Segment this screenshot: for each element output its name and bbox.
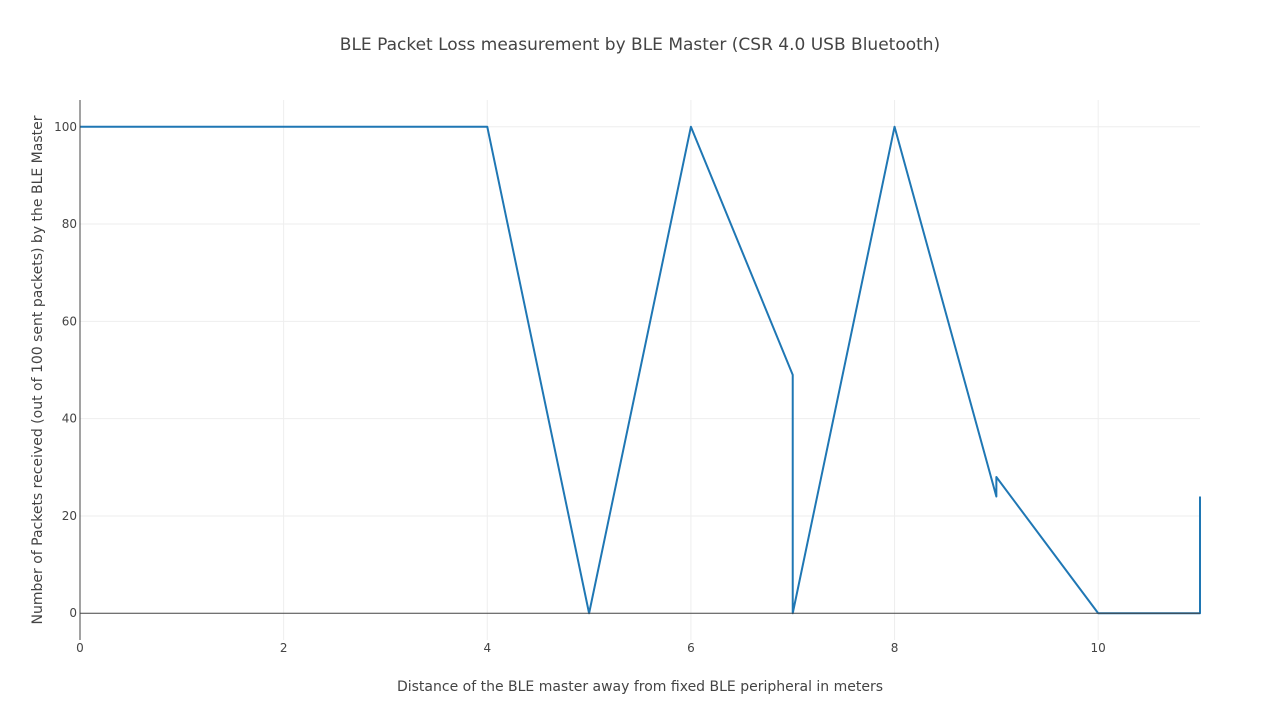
x-tick-label: 8 [891, 641, 899, 655]
x-tick-label: 4 [483, 641, 491, 655]
chart-title: BLE Packet Loss measurement by BLE Maste… [340, 35, 940, 55]
x-tick-label: 6 [687, 641, 695, 655]
y-tick-label: 40 [62, 412, 77, 426]
x-tick-label: 10 [1091, 641, 1106, 655]
series-layer [80, 125, 1201, 615]
y-axis-label: Number of Packets received (out of 100 s… [30, 115, 46, 624]
y-tick-label: 60 [62, 314, 77, 328]
y-tick-label: 0 [69, 606, 77, 620]
y-tick-label: 20 [62, 509, 77, 523]
y-tick-label: 100 [54, 120, 77, 134]
x-tick-label: 0 [76, 641, 84, 655]
x-axis-label: Distance of the BLE master away from fix… [397, 679, 883, 695]
x-gridlines [283, 100, 1099, 640]
axes-layer [79, 100, 1200, 640]
x-tick-label: 2 [280, 641, 288, 655]
series-line [80, 125, 1201, 615]
y-tick-label: 80 [62, 217, 77, 231]
y-gridlines [80, 126, 1200, 517]
